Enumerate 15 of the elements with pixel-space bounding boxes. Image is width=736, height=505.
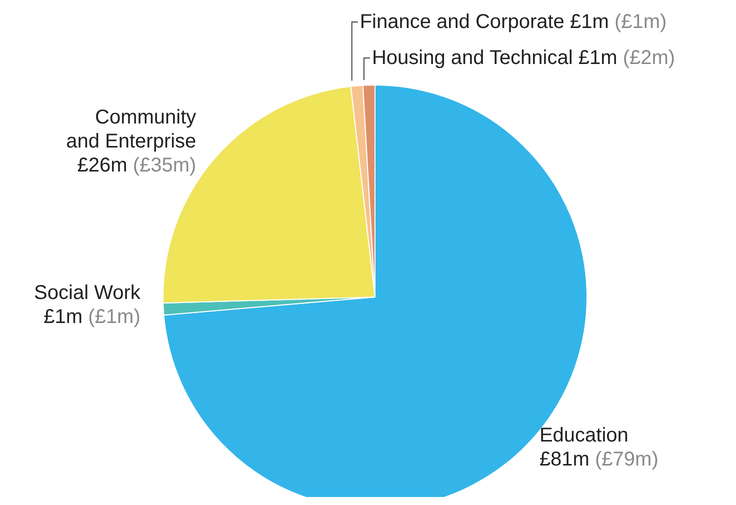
data-label: £1m xyxy=(578,47,618,69)
slice-label: Social Work xyxy=(34,282,142,304)
data-label: £1m xyxy=(570,11,609,33)
text: (£1m) xyxy=(82,306,140,328)
slice-label: Housing and Technical xyxy=(372,47,573,69)
data-label: £81m xyxy=(539,448,590,471)
text: (£35m) xyxy=(127,154,196,176)
data-label: £26m xyxy=(77,154,128,176)
data-label: £1m xyxy=(44,306,83,328)
text: (£79m) xyxy=(589,448,658,471)
slice-label: Education xyxy=(539,424,628,447)
slice-label: Community and Enterprise xyxy=(66,106,196,152)
text: (£1m) xyxy=(608,11,667,33)
text: (£2m) xyxy=(617,47,676,69)
slice-label: Finance and Corporate xyxy=(360,11,564,33)
